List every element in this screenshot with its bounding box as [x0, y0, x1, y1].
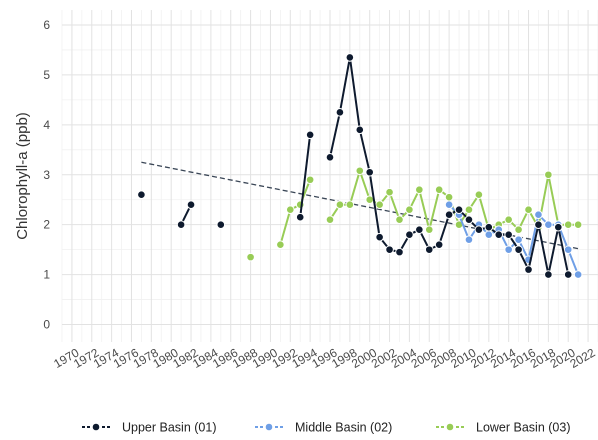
data-point: [405, 205, 414, 214]
data-point: [484, 230, 494, 239]
y-tick-label: 5: [43, 68, 50, 82]
legend-marker: [91, 422, 101, 432]
data-point: [385, 245, 394, 254]
data-series: [137, 53, 583, 279]
y-axis-ticks: 0 1 2 3 4 5 6: [43, 18, 50, 332]
data-point: [454, 205, 464, 214]
data-point: [494, 230, 504, 239]
legend: Upper Basin (01) Middle Basin (02) Lower B…: [82, 421, 571, 435]
data-point: [504, 230, 513, 239]
data-point: [474, 225, 484, 234]
legend-label: Middle Basin (02): [295, 421, 392, 435]
data-point: [355, 166, 365, 176]
data-point: [325, 215, 335, 224]
data-point: [504, 245, 513, 254]
data-point: [405, 230, 414, 239]
data-point: [375, 232, 384, 242]
legend-item: Lower Basin (03): [436, 421, 571, 435]
data-point: [514, 245, 523, 254]
data-point: [484, 222, 494, 232]
data-point: [434, 240, 444, 249]
data-point: [544, 220, 553, 229]
data-point: [345, 200, 355, 210]
data-point: [514, 225, 523, 234]
data-point: [216, 220, 226, 229]
legend-marker: [264, 422, 274, 432]
y-tick-label: 4: [43, 118, 50, 132]
data-point: [325, 152, 335, 162]
data-point: [464, 235, 474, 244]
data-point: [563, 270, 573, 279]
y-tick-label: 3: [43, 168, 50, 182]
series-0: [137, 53, 573, 279]
data-point: [285, 205, 295, 214]
data-point: [424, 245, 434, 254]
data-point: [395, 215, 404, 224]
data-point: [573, 270, 583, 279]
data-point: [375, 200, 384, 210]
data-point: [295, 212, 305, 222]
data-point: [444, 210, 454, 219]
data-point: [553, 222, 563, 232]
grid-lines: [61, 10, 598, 342]
data-point: [424, 225, 434, 234]
data-point: [365, 195, 375, 205]
data-point: [573, 220, 583, 229]
data-point: [415, 225, 424, 234]
data-point: [563, 245, 573, 254]
data-point: [176, 220, 186, 229]
data-point: [514, 235, 523, 244]
data-point: [434, 185, 444, 195]
data-point: [305, 130, 315, 140]
data-point: [524, 265, 533, 274]
data-point: [534, 220, 543, 229]
data-point: [305, 175, 315, 185]
data-point: [137, 190, 146, 200]
legend-label: Lower Basin (03): [476, 421, 571, 435]
data-point: [365, 167, 375, 177]
y-tick-label: 0: [43, 318, 50, 332]
data-point: [276, 240, 285, 249]
y-tick-label: 2: [43, 218, 50, 232]
data-point: [335, 200, 345, 210]
data-point: [464, 205, 474, 214]
data-point: [335, 108, 345, 117]
series-line: [279, 179, 312, 245]
data-point: [563, 220, 573, 229]
data-point: [246, 252, 255, 262]
data-point: [395, 247, 404, 257]
data-point: [186, 200, 196, 210]
data-point: [474, 190, 484, 200]
y-axis-label: Chlorophyll-a (ppb): [14, 112, 31, 240]
data-point: [524, 205, 533, 214]
data-point: [345, 53, 355, 62]
data-point: [464, 215, 474, 224]
y-tick-label: 6: [43, 18, 50, 32]
x-axis-ticks: 1970197219741976197819801982198419861988…: [51, 345, 598, 371]
data-point: [415, 185, 424, 195]
series-line: [299, 134, 312, 218]
legend-label: Upper Basin (01): [122, 421, 217, 435]
data-point: [504, 215, 513, 224]
data-point: [355, 125, 365, 135]
data-point: [534, 210, 543, 219]
y-tick-label: 1: [43, 268, 50, 282]
legend-marker: [445, 422, 455, 432]
data-point: [444, 192, 454, 202]
data-point: [385, 187, 394, 197]
data-point: [544, 270, 553, 279]
legend-item: Middle Basin (02): [255, 421, 392, 435]
data-point: [444, 200, 454, 210]
legend-item: Upper Basin (01): [82, 421, 217, 435]
data-point: [544, 170, 553, 180]
